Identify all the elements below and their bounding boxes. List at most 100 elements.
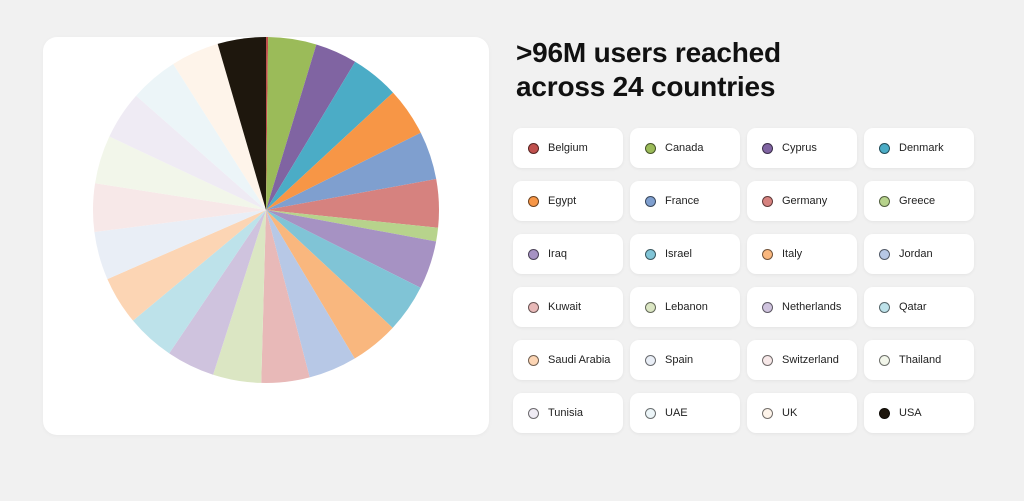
legend-swatch-egypt	[528, 195, 539, 207]
pie-slice-italy	[266, 210, 393, 359]
legend-item-iraq: Iraq	[513, 234, 623, 274]
legend-item-qatar: Qatar	[864, 287, 974, 327]
legend-swatch-switzerland	[762, 354, 773, 366]
headline-line-1: >96M users reached	[516, 37, 781, 68]
legend-item-netherlands: Netherlands	[747, 287, 857, 327]
legend-item-belgium: Belgium	[513, 128, 623, 168]
pie-slice-tunisia	[109, 95, 266, 210]
legend-item-lebanon: Lebanon	[630, 287, 740, 327]
legend-item-uae: UAE	[630, 393, 740, 433]
legend-item-thailand: Thailand	[864, 340, 974, 380]
legend-item-germany: Germany	[747, 181, 857, 221]
legend-item-jordan: Jordan	[864, 234, 974, 274]
legend-label-greece: Greece	[899, 195, 936, 207]
legend-label-uk: UK	[782, 407, 798, 419]
pie-slice-jordan	[266, 210, 355, 378]
pie-slice-kuwait	[261, 210, 310, 383]
pie-slice-usa	[217, 37, 266, 210]
pie-slice-uae	[136, 63, 266, 211]
pie-chart	[93, 37, 439, 383]
headline: >96M users reached across 24 countries	[516, 36, 956, 104]
pie-slice-netherlands	[169, 210, 266, 375]
legend-swatch-thailand	[879, 354, 890, 366]
pie-chart-card	[43, 37, 489, 435]
pie-slice-germany	[266, 179, 439, 228]
legend-label-iraq: Iraq	[548, 248, 567, 260]
legend-item-spain: Spain	[630, 340, 740, 380]
legend-label-egypt: Egypt	[548, 195, 577, 207]
legend-swatch-netherlands	[762, 301, 773, 313]
legend-label-lebanon: Lebanon	[665, 301, 708, 313]
pie-slice-saudi-arabia	[107, 210, 266, 321]
legend-label-uae: UAE	[665, 407, 688, 419]
legend: Belgium Canada Cyprus Denmark Egypt France Ger…	[513, 128, 974, 433]
pie-slice-greece	[266, 210, 439, 242]
legend-swatch-belgium	[528, 142, 539, 154]
legend-item-kuwait: Kuwait	[513, 287, 623, 327]
pie-slice-uk	[173, 43, 266, 211]
legend-swatch-denmark	[879, 142, 890, 154]
legend-label-switzerland: Switzerland	[782, 354, 839, 366]
legend-swatch-iraq	[528, 248, 539, 260]
legend-swatch-saudi-arabia	[528, 354, 539, 366]
legend-swatch-france	[645, 195, 656, 207]
legend-label-israel: Israel	[665, 248, 692, 260]
legend-label-usa: USA	[899, 407, 922, 419]
legend-swatch-greece	[879, 195, 890, 207]
legend-item-egypt: Egypt	[513, 181, 623, 221]
legend-label-tunisia: Tunisia	[548, 407, 584, 419]
legend-swatch-jordan	[879, 248, 890, 260]
pie-slice-canada	[266, 37, 317, 210]
legend-item-switzerland: Switzerland	[747, 340, 857, 380]
pie-slice-belgium	[266, 37, 269, 210]
legend-label-cyprus: Cyprus	[782, 142, 817, 154]
legend-item-denmark: Denmark	[864, 128, 974, 168]
pie-slice-switzerland	[93, 183, 267, 233]
legend-item-cyprus: Cyprus	[747, 128, 857, 168]
legend-swatch-lebanon	[645, 301, 656, 313]
legend-item-greece: Greece	[864, 181, 974, 221]
legend-item-israel: Israel	[630, 234, 740, 274]
legend-item-saudi-arabia: Saudi Arabia	[513, 340, 623, 380]
legend-label-belgium: Belgium	[548, 142, 588, 154]
headline-line-2: across 24 countries	[516, 71, 776, 102]
pie-slice-iraq	[266, 210, 437, 288]
pie-slice-israel	[266, 210, 421, 328]
legend-swatch-usa	[879, 407, 890, 419]
legend-item-france: France	[630, 181, 740, 221]
legend-swatch-kuwait	[528, 301, 539, 313]
legend-swatch-tunisia	[528, 407, 539, 419]
pie-slice-lebanon	[213, 210, 266, 383]
legend-swatch-canada	[645, 142, 656, 154]
legend-label-germany: Germany	[782, 195, 828, 207]
legend-label-jordan: Jordan	[899, 248, 933, 260]
legend-label-saudi-arabia: Saudi Arabia	[548, 354, 611, 366]
legend-swatch-qatar	[879, 301, 890, 313]
pie-slice-france	[266, 132, 437, 210]
legend-swatch-spain	[645, 354, 656, 366]
legend-label-denmark: Denmark	[899, 142, 944, 154]
legend-swatch-uk	[762, 407, 773, 419]
legend-item-uk: UK	[747, 393, 857, 433]
legend-item-usa: USA	[864, 393, 974, 433]
legend-swatch-italy	[762, 248, 773, 260]
legend-label-spain: Spain	[665, 354, 694, 366]
legend-label-canada: Canada	[665, 142, 704, 154]
legend-swatch-germany	[762, 195, 773, 207]
legend-item-canada: Canada	[630, 128, 740, 168]
legend-item-italy: Italy	[747, 234, 857, 274]
pie-slice-denmark	[266, 61, 394, 211]
legend-label-thailand: Thailand	[899, 354, 942, 366]
pie-slice-cyprus	[266, 44, 356, 210]
legend-label-italy: Italy	[782, 248, 803, 260]
legend-label-france: France	[665, 195, 700, 207]
legend-item-tunisia: Tunisia	[513, 393, 623, 433]
legend-swatch-israel	[645, 248, 656, 260]
pie-slice-spain	[94, 210, 266, 280]
pie-slice-egypt	[266, 92, 421, 210]
legend-label-qatar: Qatar	[899, 301, 927, 313]
legend-swatch-uae	[645, 407, 656, 419]
pie-slice-thailand	[95, 136, 266, 210]
pie-slice-qatar	[133, 210, 266, 354]
legend-swatch-cyprus	[762, 142, 773, 154]
